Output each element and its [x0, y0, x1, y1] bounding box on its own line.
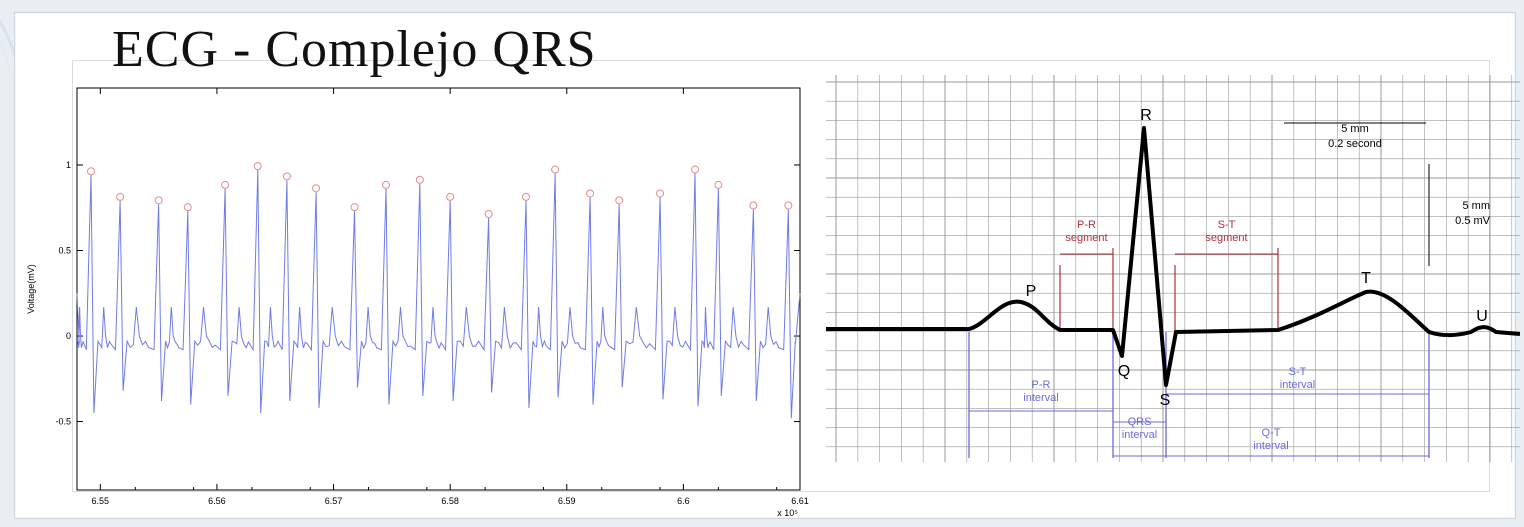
r-peak-marker — [154, 196, 163, 205]
r-peak-marker — [446, 192, 455, 201]
r-peak-marker — [253, 162, 262, 171]
r-peak-marker — [615, 196, 624, 205]
segment-label: segment — [1065, 232, 1107, 244]
r-peak-marker — [221, 180, 230, 189]
r-peak-marker — [415, 175, 424, 184]
slide-title: ECG - Complejo QRS — [112, 21, 597, 78]
interval-label: interval — [1253, 440, 1288, 452]
x-tick-label: 6.58 — [441, 496, 459, 506]
wave-label-p: P — [1026, 283, 1037, 300]
ecg-recording-chart: 6.55 6.56 6.57 6.58 6.59 6.6 6.61 1 0.5 0 -0.5 x 10… — [26, 87, 809, 518]
wave-label-q: Q — [1118, 363, 1130, 380]
tick-labels: 6.55 6.56 6.57 6.58 6.59 6.6 6.61 1 0.5 0 -0.5 x 10… — [26, 160, 809, 518]
segment-label: P-R — [1077, 219, 1096, 231]
wave-label-r: R — [1140, 107, 1152, 124]
chart-axes — [76, 87, 801, 491]
r-peak-marker — [282, 172, 291, 181]
interval-label: interval — [1280, 379, 1315, 391]
x-tick-label: 6.6 — [677, 496, 690, 506]
y-tick-label: 0.5 — [58, 246, 71, 256]
signal-series — [76, 170, 801, 419]
r-peak-marker — [586, 189, 595, 198]
interval-label: interval — [1023, 392, 1058, 404]
r-peak-marker — [382, 180, 391, 189]
interval-label: Q-T — [1262, 427, 1281, 439]
segment-label: S-T — [1218, 219, 1236, 231]
wave-label-t: T — [1361, 270, 1371, 287]
r-peak-marker — [784, 201, 793, 210]
x-multiplier-label: x 10⁵ — [777, 508, 798, 518]
y-tick-label: -0.5 — [55, 417, 71, 427]
interval-markers — [968, 122, 1430, 458]
ecg-waveform-diagram: P-RsegmentS-TsegmentP-RintervalQRSinterv… — [826, 75, 1520, 462]
r-peak-marker — [691, 165, 700, 174]
ecg-waveform — [826, 126, 1520, 387]
diagram-labels: P-RsegmentS-TsegmentP-RintervalQRSinterv… — [1023, 107, 1490, 452]
r-peak-marker — [656, 189, 665, 198]
peak-markers — [86, 162, 793, 219]
segment-label: segment — [1205, 232, 1247, 244]
x-tick-label: 6.61 — [791, 496, 809, 506]
x-tick-label: 6.56 — [208, 496, 226, 506]
x-tick-label: 6.55 — [92, 496, 110, 506]
r-peak-marker — [116, 192, 125, 201]
r-peak-marker — [714, 180, 723, 189]
x-tick-label: 6.57 — [325, 496, 343, 506]
wave-label-s: S — [1160, 392, 1171, 409]
interval-label: P-R — [1032, 379, 1051, 391]
r-peak-marker — [350, 203, 359, 212]
voltage-scale-label: 0.5 mV — [1455, 215, 1491, 227]
ecg-grid — [826, 75, 1520, 462]
interval-label: S-T — [1289, 366, 1307, 378]
r-peak-marker — [484, 210, 493, 219]
ecg-signal-line — [76, 170, 801, 419]
interval-label: interval — [1122, 429, 1157, 441]
y-tick-label: 0 — [66, 331, 71, 341]
y-axis-label: Voltage(mV) — [26, 264, 36, 314]
r-peak-marker — [86, 167, 95, 176]
wave-label-u: U — [1476, 308, 1488, 325]
plot-frame — [76, 87, 801, 491]
x-tick-label: 6.59 — [558, 496, 576, 506]
interval-label: QRS — [1128, 416, 1152, 428]
time-scale-label: 0.2 second — [1328, 138, 1382, 150]
y-tick-label: 1 — [66, 160, 71, 170]
ecg-wave-line — [826, 126, 1520, 387]
r-peak-marker — [312, 184, 321, 193]
voltage-scale-label: 5 mm — [1463, 200, 1491, 212]
r-peak-marker — [749, 201, 758, 210]
r-peak-marker — [183, 203, 192, 212]
r-peak-marker — [551, 165, 560, 174]
r-peak-marker — [521, 192, 530, 201]
time-scale-label: 5 mm — [1341, 123, 1369, 135]
